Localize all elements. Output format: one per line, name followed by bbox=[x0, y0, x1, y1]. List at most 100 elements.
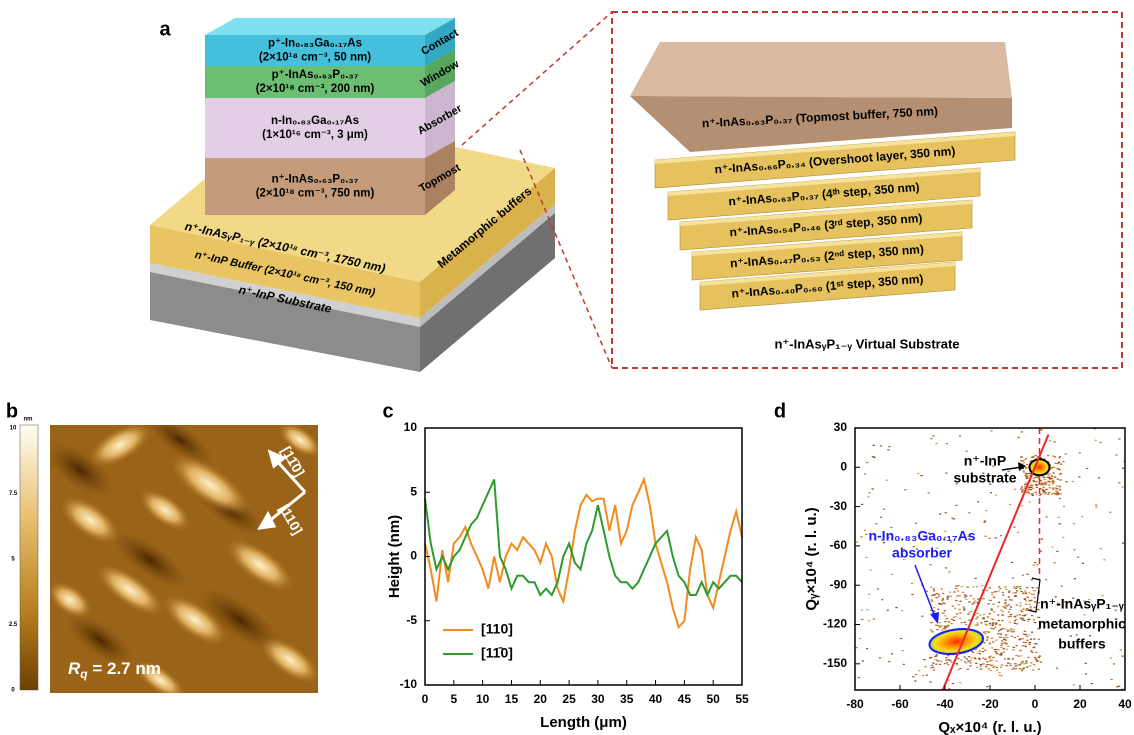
colorbar-tick-label: 7.5 bbox=[9, 491, 18, 497]
speckle bbox=[1037, 609, 1039, 610]
speckle bbox=[1118, 482, 1120, 483]
speckle bbox=[1028, 492, 1030, 493]
speckle bbox=[991, 647, 993, 648]
speckle bbox=[1091, 683, 1093, 684]
speckle bbox=[1109, 512, 1111, 513]
speckle bbox=[951, 623, 953, 624]
layer-label: (2×10¹⁸ cm⁻³, 750 nm) bbox=[256, 188, 375, 200]
speckle bbox=[939, 513, 941, 514]
x-tick-label: 20 bbox=[1073, 697, 1087, 711]
speckle bbox=[930, 667, 932, 668]
speckle bbox=[1021, 611, 1023, 612]
speckle bbox=[995, 624, 997, 625]
speckle bbox=[951, 518, 953, 519]
speckle bbox=[1032, 488, 1034, 489]
speckle bbox=[959, 618, 961, 619]
speckle bbox=[1007, 663, 1009, 664]
speckle bbox=[1063, 506, 1065, 507]
speckle bbox=[1020, 591, 1022, 592]
speckle bbox=[947, 655, 949, 656]
speckle bbox=[956, 595, 958, 596]
speckle bbox=[1085, 673, 1087, 674]
speckle bbox=[1029, 644, 1031, 645]
speckle bbox=[1031, 594, 1033, 595]
speckle bbox=[1115, 454, 1117, 455]
speckle bbox=[1120, 649, 1122, 650]
speckle bbox=[987, 616, 989, 617]
speckle bbox=[866, 609, 868, 610]
speckle bbox=[1015, 592, 1017, 593]
speckle bbox=[948, 571, 950, 572]
speckle bbox=[1026, 464, 1028, 465]
speckle bbox=[1052, 480, 1054, 481]
speckle bbox=[904, 489, 906, 490]
speckle bbox=[1057, 463, 1059, 464]
speckle bbox=[1079, 452, 1081, 453]
speckle bbox=[1034, 601, 1036, 602]
speckle bbox=[891, 653, 893, 654]
speckle bbox=[1043, 477, 1045, 478]
speckle bbox=[932, 667, 934, 668]
speckle bbox=[860, 536, 862, 537]
speckle bbox=[1024, 631, 1026, 632]
speckle bbox=[989, 613, 991, 614]
speckle bbox=[933, 669, 935, 670]
speckle bbox=[1002, 592, 1004, 593]
speckle bbox=[988, 668, 990, 669]
speckle bbox=[1025, 660, 1027, 661]
speckle bbox=[936, 597, 938, 598]
speckle bbox=[1028, 493, 1030, 494]
speckle bbox=[1003, 637, 1005, 638]
speckle bbox=[1016, 645, 1018, 646]
speckle bbox=[995, 494, 997, 495]
colorbar-tick-label: 5 bbox=[11, 557, 15, 563]
speckle bbox=[1000, 653, 1002, 654]
speckle bbox=[984, 659, 986, 660]
speckle bbox=[992, 641, 994, 642]
speckle bbox=[887, 449, 889, 450]
speckle bbox=[1028, 634, 1030, 635]
speckle bbox=[973, 586, 975, 587]
speckle bbox=[1000, 535, 1002, 536]
speckle bbox=[1019, 664, 1021, 665]
speckle bbox=[880, 445, 882, 446]
speckle bbox=[937, 609, 939, 610]
speckle bbox=[901, 610, 903, 611]
speckle bbox=[947, 625, 949, 626]
speckle bbox=[994, 649, 996, 650]
speckle bbox=[983, 614, 985, 615]
speckle bbox=[928, 492, 930, 493]
speckle bbox=[1046, 489, 1048, 490]
speckle bbox=[976, 586, 978, 587]
speckle bbox=[1030, 485, 1032, 486]
speckle bbox=[1035, 492, 1037, 493]
speckle bbox=[984, 650, 986, 651]
speckle bbox=[1001, 614, 1003, 615]
speckle bbox=[924, 666, 926, 667]
speckle bbox=[940, 604, 942, 605]
speckle bbox=[1041, 538, 1043, 539]
speckle bbox=[1048, 485, 1050, 486]
speckle bbox=[1025, 458, 1027, 459]
speckle bbox=[967, 587, 969, 588]
speckle bbox=[1051, 476, 1053, 477]
y-tick-label: -5 bbox=[406, 613, 417, 627]
speckle bbox=[989, 643, 991, 644]
speckle bbox=[1004, 628, 1006, 629]
speckle bbox=[984, 633, 986, 634]
speckle bbox=[1036, 485, 1038, 486]
speckle bbox=[1065, 453, 1067, 454]
speckle bbox=[982, 658, 984, 659]
speckle bbox=[946, 599, 948, 600]
speckle bbox=[935, 656, 937, 657]
speckle bbox=[1009, 504, 1011, 505]
speckle bbox=[970, 611, 972, 612]
speckle bbox=[1026, 608, 1028, 609]
speckle bbox=[955, 588, 957, 589]
speckle bbox=[938, 596, 940, 597]
speckle bbox=[1000, 647, 1002, 648]
speckle bbox=[930, 622, 932, 623]
speckle bbox=[1059, 486, 1061, 487]
x-axis-label: Length (μm) bbox=[540, 714, 627, 731]
speckle bbox=[995, 651, 997, 652]
